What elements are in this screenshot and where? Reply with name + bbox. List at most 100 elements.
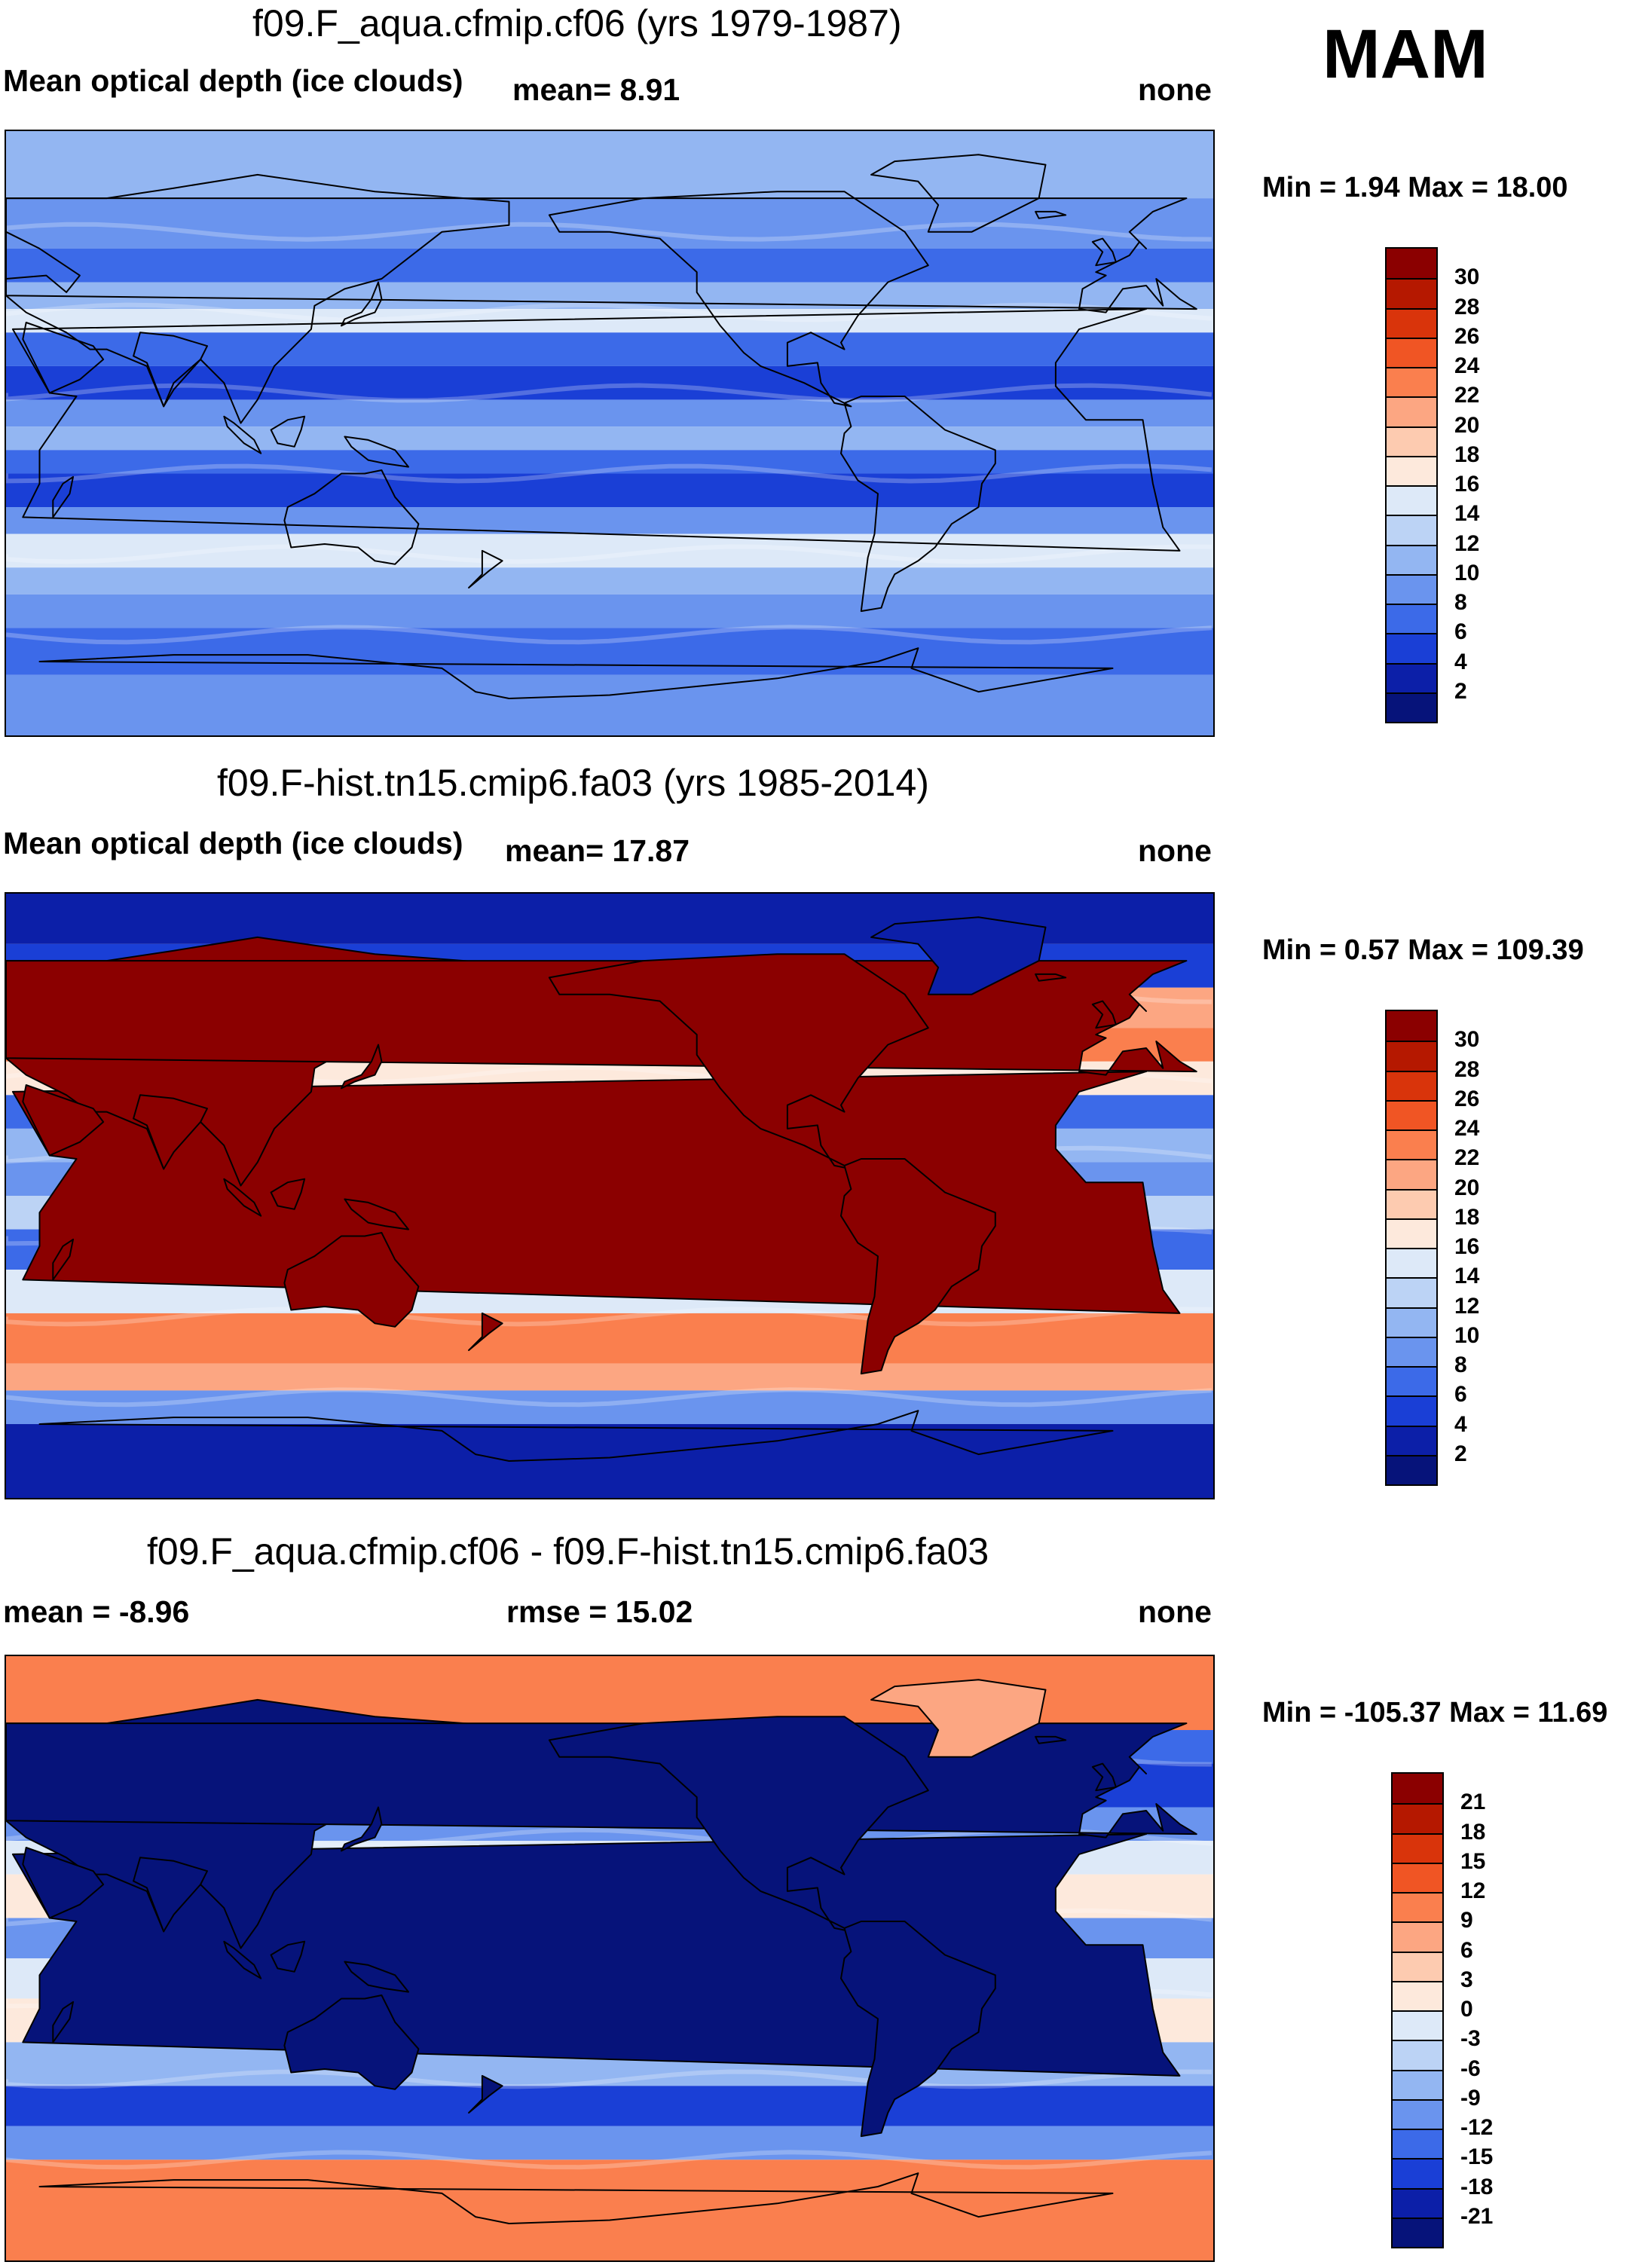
coastline-uk: [1091, 1762, 1117, 1792]
coastline-arabia: [22, 1084, 105, 1157]
colorbar-tick-label: 4: [1454, 1411, 1467, 1437]
colorbar-cell: [1387, 337, 1436, 367]
coastline-madagascar: [52, 1238, 74, 1281]
coastline-india: [133, 1094, 208, 1170]
coastline-namerica: [548, 953, 929, 1170]
colorbar-cell: [1393, 2098, 1442, 2129]
colorbar-tick-label: 26: [1454, 323, 1480, 349]
field-band: [6, 2126, 1213, 2160]
panel-3-field: [6, 1656, 1213, 2260]
coastline-newguinea: [344, 1961, 409, 1993]
colorbar-cell: [1387, 307, 1436, 338]
colorbar-tick-label: 10: [1454, 560, 1480, 585]
coastline-newguinea: [344, 1198, 409, 1230]
coastline-greenland: [870, 154, 1047, 233]
panel-1-colorbar: [1385, 247, 1438, 723]
field-band: [6, 473, 1213, 508]
colorbar-cell: [1387, 1129, 1436, 1160]
coastline-japan: [341, 281, 383, 327]
coastline-sumatra: [223, 1940, 262, 1979]
panel-1-map: [5, 130, 1215, 737]
contour-texture: [6, 1387, 1212, 1408]
panel-2-variable-label: Mean optical depth (ice clouds): [3, 826, 463, 860]
colorbar-cell: [1393, 1832, 1442, 1863]
coastline-samerica: [840, 396, 996, 613]
colorbar-tick-label: 6: [1454, 1382, 1467, 1408]
coastline-iceland: [1035, 1735, 1067, 1744]
colorbar-cell: [1393, 1774, 1442, 1804]
coastline-india: [133, 1857, 208, 1933]
coastline-antarctica: [38, 647, 1114, 699]
colorbar-cell: [1393, 1892, 1442, 1922]
coastline-japan: [341, 1806, 383, 1852]
panel-1-units-label: none: [1138, 72, 1212, 107]
coastline-newzealand: [468, 1312, 503, 1351]
colorbar-cell: [1393, 1862, 1442, 1892]
coastline-australia: [283, 469, 420, 565]
colorbar-tick-label: 18: [1460, 1819, 1486, 1845]
colorbar-tick-label: 20: [1454, 1175, 1480, 1200]
colorbar-tick-label: 10: [1454, 1322, 1480, 1348]
coastline-antarctica: [38, 2172, 1114, 2224]
field-band: [6, 248, 1213, 283]
colorbar-cell: [1387, 455, 1436, 485]
colorbar-cell: [1387, 1454, 1436, 1484]
contour-texture: [6, 625, 1212, 645]
colorbar-tick-label: 3: [1460, 1967, 1473, 1992]
colorbar-cell: [1387, 1159, 1436, 1189]
coastline-africa: [11, 308, 1181, 552]
colorbar-cell: [1387, 633, 1436, 663]
colorbar-cell: [1393, 1921, 1442, 1952]
panel-2-mean-label: mean= 17.87: [505, 833, 690, 868]
panel-2-colorbar: [1385, 1010, 1438, 1486]
colorbar-cell: [1393, 1951, 1442, 1981]
coastline-europe: [6, 197, 1197, 313]
colorbar-tick-label: -18: [1460, 2174, 1494, 2199]
panel-3-rmse-label: rmse = 15.02: [506, 1594, 693, 1629]
coastline-europe: [6, 960, 1197, 1076]
field-band: [6, 674, 1213, 735]
colorbar-tick-label: 2: [1454, 678, 1467, 704]
field-band: [6, 332, 1213, 366]
field-band: [6, 2159, 1213, 2260]
coastline-samerica: [840, 1158, 996, 1375]
colorbar-cell: [1387, 426, 1436, 456]
colorbar-cell: [1387, 1099, 1436, 1129]
coastline-madagascar: [52, 2001, 74, 2043]
coastline-newguinea: [344, 436, 409, 468]
colorbar-tick-label: 16: [1454, 472, 1480, 497]
colorbar-cell: [1387, 573, 1436, 604]
colorbar-cell: [1387, 1248, 1436, 1278]
colorbar-tick-label: 22: [1454, 383, 1480, 408]
coastline-japan: [341, 1044, 383, 1090]
coastline-newzealand: [468, 549, 503, 588]
field-band: [6, 533, 1213, 568]
coastline-namerica: [548, 191, 929, 408]
colorbar-cell: [1387, 1366, 1436, 1396]
contour-texture: [6, 2069, 1212, 2089]
coastline-borneo: [270, 415, 306, 448]
coastline-antarctica: [38, 1410, 1114, 1462]
colorbar-cell: [1387, 515, 1436, 545]
coastline-arabia: [22, 322, 105, 394]
colorbar-cell: [1387, 1188, 1436, 1218]
coastline-iceland: [1035, 973, 1067, 982]
field-band: [6, 1313, 1213, 1364]
coastline-sumatra: [223, 415, 262, 454]
colorbar-tick-label: 14: [1454, 1264, 1480, 1289]
colorbar-cell: [1393, 2040, 1442, 2070]
colorbar-tick-label: -6: [1460, 2056, 1481, 2081]
colorbar-tick-label: -21: [1460, 2203, 1494, 2229]
colorbar-tick-label: -15: [1460, 2144, 1494, 2170]
coastline-india: [133, 332, 208, 408]
field-band: [6, 309, 1213, 333]
panel-1-field: [6, 131, 1213, 735]
panel-3-title: f09.F_aqua.cfmip.cf06 - f09.F-hist.tn15.…: [147, 1530, 989, 1573]
colorbar-cell: [1387, 1041, 1436, 1071]
field-band: [6, 2086, 1213, 2126]
colorbar-tick-label: 24: [1454, 1116, 1480, 1141]
field-band: [6, 567, 1213, 595]
colorbar-tick-label: 28: [1454, 1056, 1480, 1082]
panel-1-minmax: Min = 1.94 Max = 18.00: [1262, 172, 1568, 203]
coastline-uk: [1091, 237, 1117, 267]
